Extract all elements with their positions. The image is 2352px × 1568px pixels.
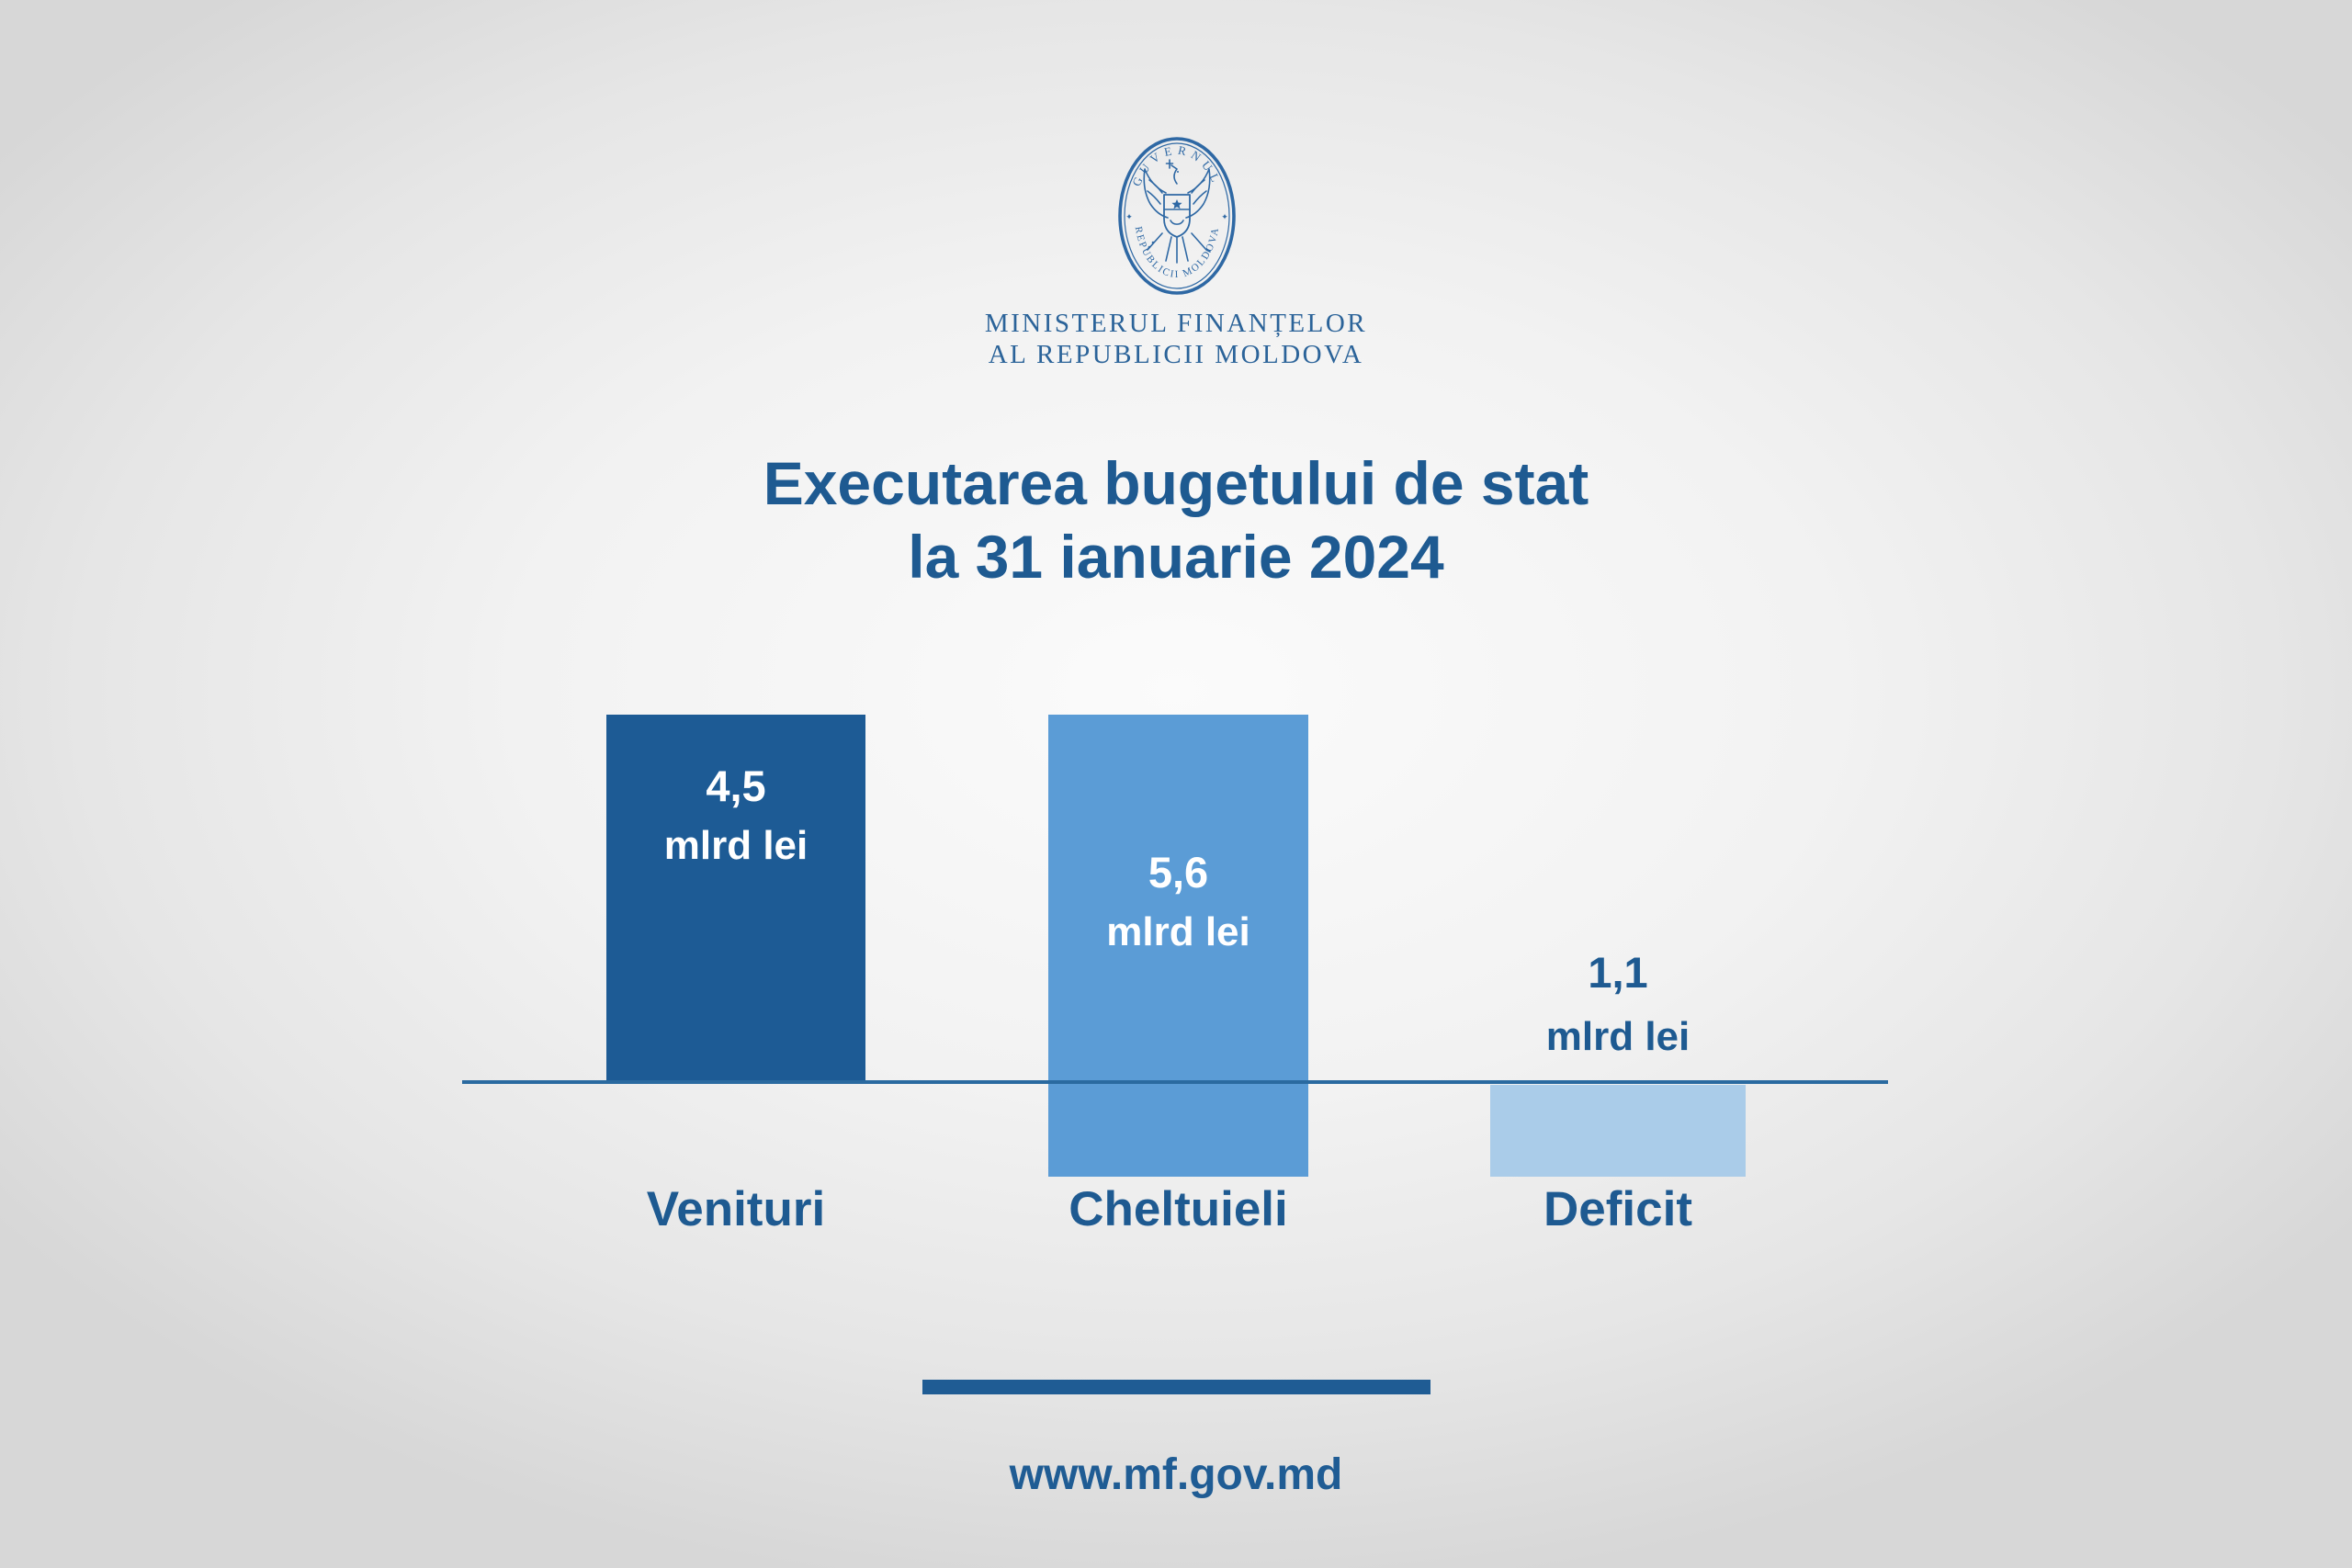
bar-deficit-value-callout: 1,1 mlrd lei (1490, 950, 1746, 1060)
category-label-deficit: Deficit (1544, 1182, 1692, 1236)
seal-outer-ring (1118, 137, 1236, 295)
zero-axis-line (462, 1080, 1888, 1084)
bar-cheltuieli: 5,6 mlrd lei (1048, 715, 1308, 1177)
ministry-name-line1: MINISTERUL FINANȚELOR (984, 309, 1368, 338)
ministry-name-line2: AL REPUBLICII MOLDOVA (988, 340, 1364, 369)
bar-deficit-value: 1,1 (1588, 948, 1648, 997)
bar-venituri-unit: mlrd lei (663, 823, 808, 868)
title-line2: la 31 ianuarie 2024 (908, 523, 1444, 591)
seal-inner-ring (1124, 142, 1230, 289)
bar-deficit (1490, 1085, 1746, 1177)
bar-deficit-unit: mlrd lei (1545, 1014, 1690, 1059)
website-url: www.mf.gov.md (1009, 1450, 1343, 1499)
category-label-venituri: Venituri (646, 1182, 826, 1236)
bar-cheltuieli-value: 5,6 (1148, 848, 1209, 897)
category-label-cheltuieli: Cheltuieli (1069, 1182, 1288, 1236)
bar-venituri-value: 4,5 (706, 761, 766, 810)
seal-star-right-icon: ✦ (1221, 212, 1228, 221)
bar-cheltuieli-unit: mlrd lei (1106, 909, 1250, 954)
footer-divider-rule (922, 1380, 1430, 1394)
seal-star-left-icon: ✦ (1125, 212, 1133, 221)
title-line1: Executarea bugetului de stat (763, 449, 1589, 517)
coat-of-arms-eagle-icon (1143, 159, 1211, 264)
government-seal-icon: GUVERNUL REPUBLICII MOLDOVA ✦ ✦ (1118, 137, 1236, 295)
page-title: Executarea bugetului de stat la 31 ianua… (0, 446, 2352, 593)
bar-venituri: 4,5 mlrd lei (606, 715, 865, 1081)
